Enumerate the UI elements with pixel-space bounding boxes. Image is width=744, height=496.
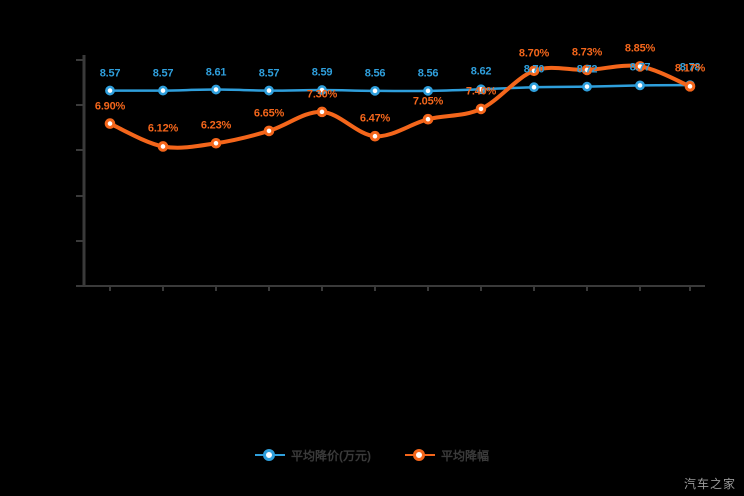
data-label: 8.72 (576, 63, 598, 76)
data-label: 8.57 (258, 67, 280, 80)
data-point-marker[interactable] (317, 85, 327, 95)
circle-marker-blue-icon (254, 448, 285, 462)
data-label: 7.40% (465, 85, 497, 98)
data-point-marker[interactable] (264, 85, 274, 96)
data-label: 8.62 (470, 65, 492, 78)
series-line-blue (108, 83, 692, 93)
series-lines (108, 63, 692, 150)
data-point-marker[interactable] (104, 118, 116, 129)
data-point-marker[interactable] (528, 65, 540, 77)
data-point-marker[interactable] (422, 113, 434, 125)
data-point-marker[interactable] (476, 84, 486, 95)
data-label: 6.12% (147, 122, 179, 135)
data-point-marker[interactable] (529, 82, 539, 93)
chart-legend: 平均降价(万元) 平均降幅 (0, 440, 744, 470)
data-label: 8.56 (364, 67, 386, 80)
data-label: 8.56 (417, 67, 439, 80)
chart-axes (82, 55, 705, 287)
data-label: 6.47% (359, 112, 391, 125)
data-point-marker[interactable] (581, 64, 593, 76)
data-point-marker[interactable] (105, 85, 115, 96)
data-point-marker[interactable] (316, 106, 328, 118)
data-point-marker[interactable] (369, 130, 381, 142)
data-label: 7.30% (306, 88, 338, 101)
circle-marker-orange-icon (404, 448, 435, 462)
x-axis-ticks (109, 286, 691, 291)
data-label: 8.73% (571, 46, 603, 59)
data-point-marker[interactable] (263, 125, 275, 137)
data-point-marker[interactable] (582, 81, 592, 92)
data-point-marker[interactable] (635, 80, 645, 91)
data-point-marker[interactable] (423, 85, 433, 96)
data-point-marker[interactable] (684, 81, 696, 92)
data-point-marker[interactable] (211, 84, 221, 95)
data-point-marker[interactable] (158, 85, 168, 96)
data-label: 8.57 (99, 67, 121, 80)
data-point-marker[interactable] (634, 61, 646, 72)
data-label: 7.05% (412, 95, 444, 108)
data-label: 8.59 (311, 66, 333, 79)
data-label: 8.57 (152, 67, 174, 80)
data-label: 8.78 (679, 61, 701, 74)
data-label: 6.23% (200, 119, 232, 132)
watermark-autohome: 汽车之家 (683, 477, 736, 491)
data-label: 8.77 (629, 61, 651, 74)
data-point-marker[interactable] (210, 137, 222, 149)
data-label: 8.17% (674, 62, 706, 75)
data-point-marker[interactable] (475, 103, 487, 115)
data-point-marker[interactable] (157, 141, 169, 152)
legend-label-blue: 平均降价(万元) (290, 448, 371, 463)
data-point-marker[interactable] (370, 85, 380, 96)
series-line-orange (108, 63, 692, 150)
data-label: 8.61 (205, 66, 227, 79)
data-label: 6.65% (253, 107, 285, 120)
data-label: 8.70% (518, 47, 550, 60)
data-label: 6.90% (94, 100, 126, 113)
series-markers (104, 61, 696, 152)
legend-label-orange: 平均降幅 (440, 448, 489, 463)
data-label: 8.70 (523, 63, 545, 76)
legend-entry-orange[interactable]: 平均降幅 (404, 447, 489, 464)
y-axis-ticks (76, 59, 84, 287)
data-label: 8.85% (624, 42, 656, 55)
legend-entry-blue[interactable]: 平均降价(万元) (254, 447, 371, 464)
